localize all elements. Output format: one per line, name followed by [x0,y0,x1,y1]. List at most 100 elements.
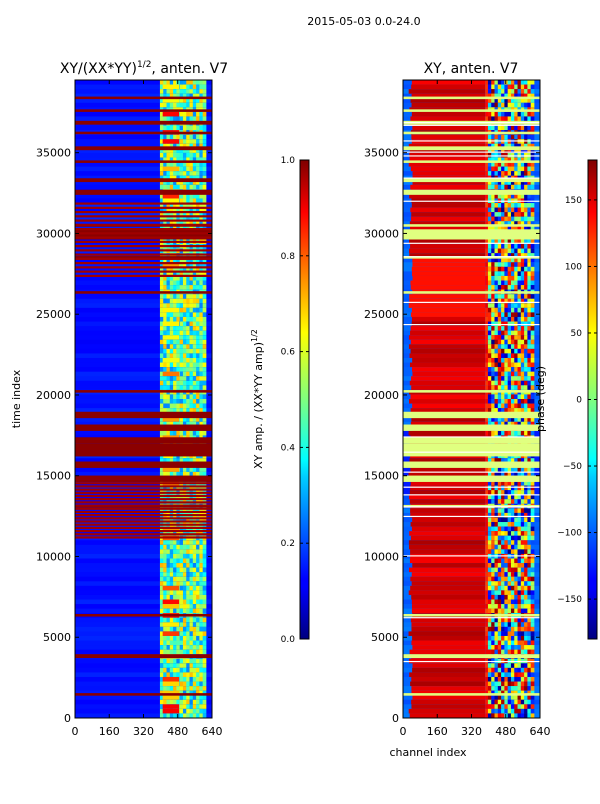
heatmap-cell [527,645,532,651]
heatmap-cell [501,676,505,683]
heatmap-cell [510,512,515,519]
heatmap-cell [491,485,495,491]
heatmap-cell [192,708,197,715]
heatmap-cell [487,704,492,710]
heatmap-cell [501,608,505,614]
heatmap-cell [487,335,492,341]
heatmap-cell [527,617,532,623]
heatmap-cell [189,330,194,336]
heatmap-cell [159,148,164,154]
heatmap-row [75,553,212,560]
heatmap-cell [487,162,492,168]
heatmap-cell [196,275,200,282]
heatmap-cell [189,526,194,532]
heatmap-cell [494,481,499,487]
heatmap-cell [186,604,190,610]
heatmap-cell [162,84,180,90]
heatmap-cell [169,376,174,382]
heatmap-cell [517,645,522,651]
heatmap-cell [202,540,207,546]
heatmap-cell [517,686,522,692]
heatmap-cell [520,134,525,140]
heatmap-cell [176,380,181,386]
heatmap-cell [202,385,207,391]
heatmap-cell [524,125,528,131]
heatmap-cell [514,262,518,268]
heatmap-cell [520,663,525,669]
heatmap-cell [517,490,522,496]
heatmap-cell [196,713,200,718]
heatmap-cell [517,330,522,336]
heatmap-cell [514,622,518,628]
heatmap-cell [517,362,522,368]
heatmap-cell [527,157,532,163]
heatmap-cell [169,567,174,573]
heatmap-cell [196,526,200,532]
heatmap-cell [530,166,535,172]
heatmap-cell [192,408,197,414]
heatmap-cell [504,408,509,414]
heatmap-cell [520,522,525,528]
heatmap-cell [514,330,518,336]
heatmap-cell [202,198,207,204]
heatmap-cell [530,257,535,263]
heatmap-cell [182,203,187,209]
heatmap-cell [504,686,509,692]
heatmap-cell [192,362,197,368]
heatmap-cell [507,471,512,478]
heatmap-cell [182,626,187,633]
heatmap-cell [159,166,164,172]
heatmap-cell [501,558,505,564]
heatmap-row [75,608,212,614]
heatmap-cell [494,544,499,550]
heatmap-cell [202,672,207,678]
heatmap-cell [520,80,525,86]
heatmap-cell [497,458,502,464]
heatmap-cell [491,253,495,259]
heatmap-cell [501,695,505,701]
flag-band [75,262,212,265]
heatmap-row [75,98,212,104]
heatmap-cell [199,590,204,596]
heatmap-cell [497,367,502,373]
heatmap-cell [514,285,518,291]
heatmap-cell [510,549,515,555]
heatmap-cell [507,522,512,528]
heatmap-cell [199,699,204,705]
heatmap-cell [501,526,505,532]
heatmap-cell [491,572,495,578]
heatmap-cell [530,535,535,541]
heatmap-cell [494,494,499,500]
heatmap-cell [514,576,518,582]
heatmap-cell [189,89,194,95]
heatmap-cell [179,430,184,437]
heatmap-cell [501,294,505,300]
heatmap-cell [507,203,512,209]
heatmap-cell [169,212,174,218]
heatmap-cell [517,244,522,250]
heatmap-cell [179,394,184,400]
heatmap-cell [173,517,177,523]
heatmap-row [75,563,212,569]
heatmap-cell [514,704,518,710]
heatmap-cell [202,298,207,304]
heatmap-cell [487,485,492,491]
heatmap-cell [527,394,532,400]
heatmap-cell [494,271,499,277]
heatmap-block [411,676,486,683]
heatmap-cell [514,125,518,131]
heatmap-cell [169,312,174,318]
heatmap-cell [507,481,512,487]
y-tick-label: 10000 [364,550,399,563]
heatmap-cell [173,408,177,414]
heatmap-cell [487,316,492,323]
heatmap-cell [169,285,174,291]
heatmap-cell [159,193,164,200]
heatmap-cell [494,585,499,591]
heatmap-cell [162,676,180,683]
flag-band [75,520,212,523]
heatmap-cell [517,307,522,314]
heatmap-cell [530,572,535,578]
heatmap-cell [173,658,177,664]
heatmap-cell [189,686,194,692]
